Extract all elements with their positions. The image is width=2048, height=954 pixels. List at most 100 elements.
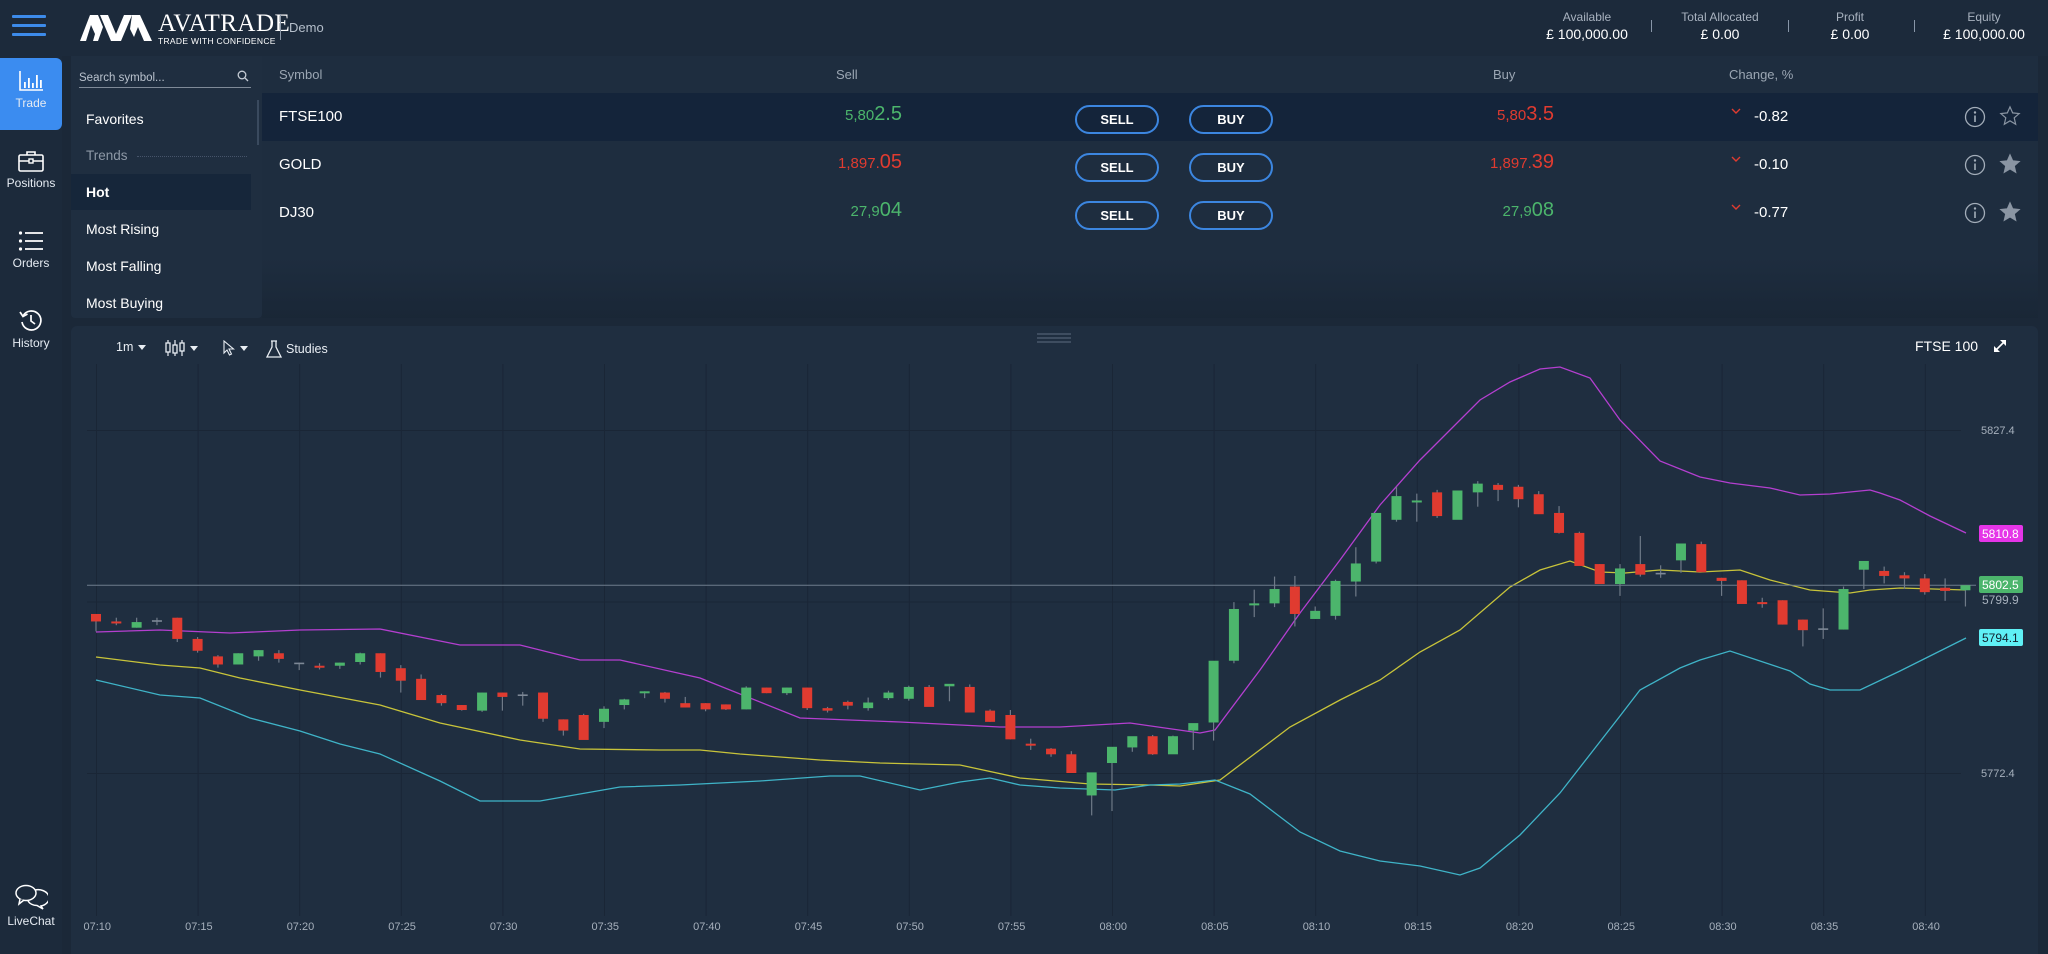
col-sell: Sell xyxy=(836,67,858,82)
studies-button[interactable]: Studies xyxy=(266,340,328,358)
info-icon[interactable] xyxy=(1964,154,1986,176)
svg-text:07:40: 07:40 xyxy=(693,921,721,933)
chevron-down-icon xyxy=(1731,108,1741,114)
buy-button[interactable]: BUY xyxy=(1189,201,1273,230)
svg-text:5794.1: 5794.1 xyxy=(1982,631,2019,645)
svg-text:08:25: 08:25 xyxy=(1608,921,1636,933)
bar-chart-icon xyxy=(19,71,43,91)
col-symbol: Symbol xyxy=(279,67,323,82)
info-icon[interactable] xyxy=(1964,106,1986,128)
svg-text:5799.9: 5799.9 xyxy=(1982,593,2019,607)
chevron-down-icon xyxy=(1731,204,1741,210)
favorite-star-icon[interactable] xyxy=(1999,201,2021,223)
svg-text:07:10: 07:10 xyxy=(84,921,112,933)
buy-price: 27,908 xyxy=(1502,199,1554,221)
buy-price: 1,897.39 xyxy=(1490,151,1554,173)
nav-orders[interactable]: Orders xyxy=(0,218,62,290)
table-fade xyxy=(262,258,2038,318)
sell-price: 5,802.5 xyxy=(844,103,902,125)
chevron-down-icon xyxy=(1731,156,1741,162)
nav-history[interactable]: History xyxy=(0,296,62,368)
svg-text:08:00: 08:00 xyxy=(1100,921,1128,933)
sell-button[interactable]: SELL xyxy=(1075,201,1159,230)
svg-text:08:35: 08:35 xyxy=(1811,921,1839,933)
sell-price: 27,904 xyxy=(850,199,902,221)
symbol-name: DJ30 xyxy=(279,204,315,221)
divider xyxy=(1651,20,1652,32)
expand-icon[interactable] xyxy=(1992,338,2008,354)
table-row[interactable]: GOLD 1,897.05 SELL BUY 1,897.39 -0.10 xyxy=(262,141,2038,189)
svg-text:08:40: 08:40 xyxy=(1912,921,1940,933)
category-most-rising[interactable]: Most Rising xyxy=(86,221,160,237)
account-total-allocated: Total Allocated £ 0.00 xyxy=(1681,10,1759,42)
top-bar: AVATRADE TRADE WITH CONFIDENCE Demo Avai… xyxy=(0,0,2048,56)
svg-text:07:15: 07:15 xyxy=(185,921,213,933)
sell-price: 1,897.05 xyxy=(838,151,902,173)
svg-text:08:30: 08:30 xyxy=(1709,921,1737,933)
info-icon[interactable] xyxy=(1964,202,1986,224)
change-percent: -0.82 xyxy=(1754,108,1789,125)
col-change: Change, % xyxy=(1729,67,1794,82)
table-header: Symbol Sell Buy Change, % xyxy=(262,56,2038,92)
brand-tagline: TRADE WITH CONFIDENCE xyxy=(158,35,276,46)
svg-text:08:20: 08:20 xyxy=(1506,921,1534,933)
buy-button[interactable]: BUY xyxy=(1189,105,1273,134)
divider xyxy=(280,14,281,40)
svg-text:08:05: 08:05 xyxy=(1201,921,1229,933)
search-input[interactable] xyxy=(79,72,229,84)
caret-down-icon xyxy=(240,345,248,351)
scrollbar[interactable] xyxy=(257,100,259,145)
chat-icon xyxy=(15,884,48,910)
nav-livechat[interactable]: LiveChat xyxy=(0,872,62,944)
brand-name: AVATRADE xyxy=(158,9,291,37)
category-favorites[interactable]: Favorites xyxy=(86,111,144,127)
caret-down-icon xyxy=(190,345,198,351)
divider xyxy=(1914,20,1915,32)
symbol-panel: Favorites Trends Hot Most Rising Most Fa… xyxy=(71,56,262,318)
favorite-star-icon[interactable] xyxy=(1999,105,2021,127)
chart-type-dropdown[interactable] xyxy=(165,340,198,356)
symbol-name: FTSE100 xyxy=(279,108,343,125)
instrument-table: Symbol Sell Buy Change, % FTSE100 5,802.5… xyxy=(262,56,2038,318)
left-nav: Trade Positions Orders History LiveC xyxy=(0,56,62,954)
list-icon xyxy=(18,231,43,251)
table-row[interactable]: DJ30 27,904 SELL BUY 27,908 -0.77 xyxy=(262,189,2038,237)
svg-text:07:50: 07:50 xyxy=(896,921,924,933)
svg-text:07:30: 07:30 xyxy=(490,921,518,933)
account-profit: Profit £ 0.00 xyxy=(1830,10,1870,42)
sell-button[interactable]: SELL xyxy=(1075,153,1159,182)
buy-button[interactable]: BUY xyxy=(1189,153,1273,182)
account-mode: Demo xyxy=(289,20,324,35)
cursor-dropdown[interactable] xyxy=(223,340,248,356)
menu-icon[interactable] xyxy=(12,15,46,39)
nav-positions[interactable]: Positions xyxy=(0,138,62,210)
resize-handle[interactable] xyxy=(1037,333,1071,343)
svg-text:07:20: 07:20 xyxy=(287,921,315,933)
col-buy: Buy xyxy=(1493,67,1516,82)
sell-button[interactable]: SELL xyxy=(1075,105,1159,134)
search-icon[interactable] xyxy=(237,70,249,82)
category-hot[interactable]: Hot xyxy=(71,174,251,210)
change-percent: -0.10 xyxy=(1754,156,1789,173)
svg-text:5810.8: 5810.8 xyxy=(1982,527,2019,541)
category-most-falling[interactable]: Most Falling xyxy=(86,258,162,274)
category-most-buying[interactable]: Most Buying xyxy=(86,295,164,311)
candles-icon xyxy=(165,340,185,356)
account-available: Available £ 100,000.00 xyxy=(1546,10,1628,42)
svg-text:08:15: 08:15 xyxy=(1404,921,1432,933)
interval-dropdown[interactable]: 1m xyxy=(116,340,147,354)
search-field[interactable] xyxy=(79,68,251,88)
svg-text:5827.4: 5827.4 xyxy=(1981,425,2015,437)
chart-panel: 07:10 07:15 07:20 07:25 07:30 07:35 07:40 07:45… xyxy=(71,326,2038,954)
account-equity: Equity £ 100,000.00 xyxy=(1943,10,2025,42)
svg-text:07:45: 07:45 xyxy=(795,921,823,933)
nav-trade[interactable]: Trade xyxy=(0,58,62,130)
svg-text:07:35: 07:35 xyxy=(592,921,620,933)
flask-icon xyxy=(266,340,282,358)
svg-text:5802.5: 5802.5 xyxy=(1982,578,2019,592)
favorite-star-icon[interactable] xyxy=(1999,153,2021,175)
price-chart[interactable]: 07:10 07:15 07:20 07:25 07:30 07:35 07:40 07:45… xyxy=(71,326,2038,954)
svg-text:07:25: 07:25 xyxy=(388,921,416,933)
avatrade-logo-icon xyxy=(80,15,152,41)
table-row[interactable]: FTSE100 5,802.5 SELL BUY 5,803.5 -0.82 xyxy=(262,93,2038,141)
